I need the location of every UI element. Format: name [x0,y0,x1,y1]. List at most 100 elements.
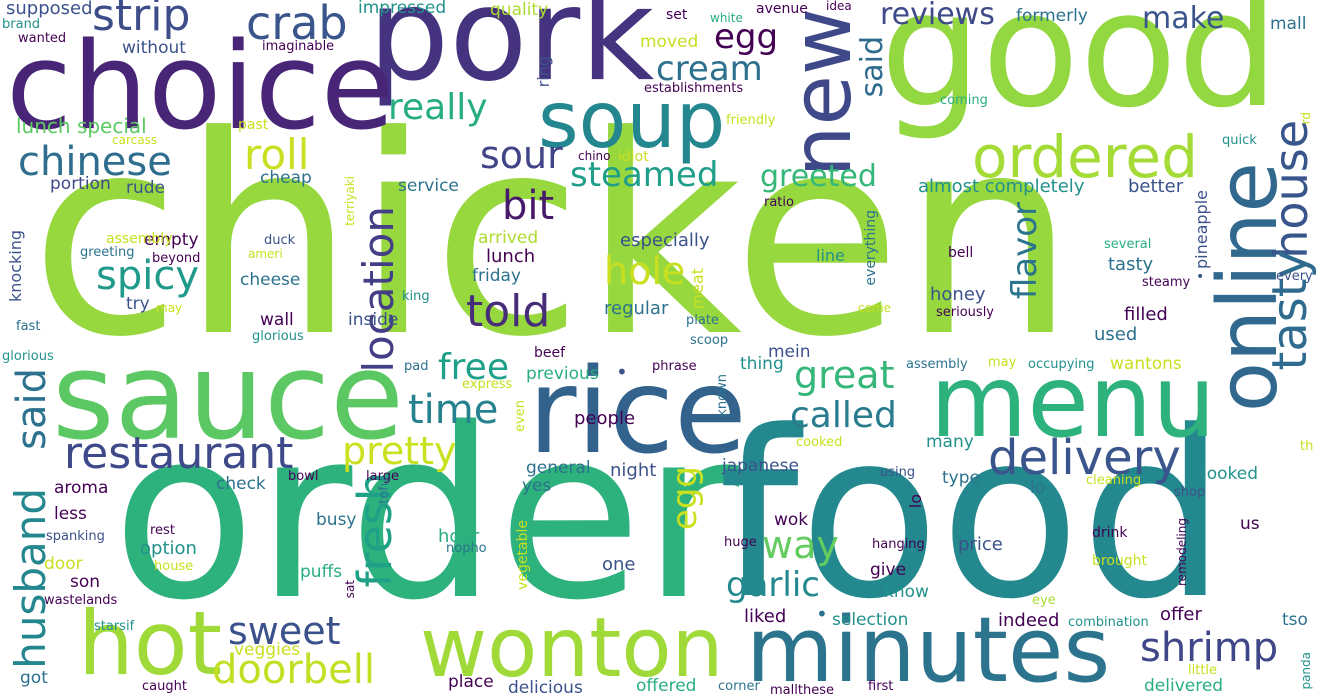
word-supposed: supposed [6,0,93,19]
word-little: little [1188,663,1218,678]
word-several: several [1104,237,1152,252]
word-previous: previous [526,364,599,384]
word-caught: caught [142,679,187,694]
word-steamed: steamed [570,155,719,195]
word-egg: egg [714,17,779,57]
word-honey: honey [930,284,986,305]
word-knocking: knocking [6,230,25,302]
word-brand: brand [2,17,41,32]
word-meat: meat [688,268,707,310]
word-everything: everything [863,210,879,286]
word-moved: moved [640,32,699,52]
word-hanging: hanging [872,537,925,552]
word-especially: especially [620,230,710,251]
word-friday: friday [472,266,521,286]
word-place: place [448,672,494,692]
word-delivery: delivery [988,430,1181,486]
word-used: used [1094,324,1138,345]
word-friendly: friendly [726,113,776,128]
word-chino: chino [578,149,611,163]
word-vegetable: vegetable [515,520,531,590]
word-corner: corner [718,679,760,694]
word-combination: combination [1068,615,1149,630]
word-th: th [1300,439,1314,454]
word-even: even [513,400,528,432]
word-lot: lo [906,494,925,509]
word-without: without [122,38,186,58]
word-coming: coming [940,93,988,108]
word-thing: thing [740,354,784,374]
word-shrimp: shrimp [1140,625,1279,671]
word-first: first [868,679,894,694]
word-free: free [438,347,509,388]
word-less: less [54,504,87,524]
word-said-right: said [855,36,890,98]
word-told: told [466,286,551,337]
word-terriyaki: terriyaki [343,176,357,226]
word-joints: glorious [252,329,304,344]
word-phrase: phrase [652,359,697,374]
word-bowl: bowl [288,469,319,484]
word-rest: rest [150,523,175,538]
word-location: location [354,206,403,373]
word-food: food [718,383,1227,650]
word-portion: portion [50,174,111,194]
dot-mark: • [816,602,828,626]
word-rice: rice [528,342,747,480]
word-rd: rd [1299,112,1313,125]
word-set: set [666,7,688,23]
word-hole: hole [604,249,686,293]
word-hot: hot [78,592,223,695]
word-empty: empty [144,230,199,250]
word-service: service [398,176,459,196]
word-delicious: delicious [508,678,583,698]
word-yes: yes [522,476,552,496]
word-good: good [880,0,1279,143]
word-ameri: ameri [248,247,283,261]
word-night: night [610,460,657,481]
word-beyond: beyond [152,251,201,266]
word-wonton: wonton [420,601,724,696]
word-pineapple: pineapple [1192,190,1211,269]
word-ring: ring [534,56,553,88]
word-spicy: spicy [96,253,200,299]
word-order: order [112,379,739,652]
word-hour: hour [438,526,480,547]
word-crab: crab [246,0,348,50]
word-huge: huge [724,535,757,550]
word-menu: menu [930,343,1216,460]
word-bit: bit [502,183,555,229]
word-panda: panda [1299,652,1313,690]
word-many: many [926,432,974,452]
word-liked: liked [744,606,787,627]
word-cleaning: cleaning [1086,473,1142,488]
word-greeting: greeting [80,245,135,260]
word-arrived: arrived [478,228,539,248]
dot-mark: • [616,360,628,384]
word-called: called [790,395,897,436]
word-imaginable: imaginable [262,39,335,54]
word-time: time [408,387,499,433]
word-check: check [216,474,266,494]
word-seriously: seriously [936,305,994,320]
word-husband: husband [6,488,55,669]
word-wanted: wanted [18,31,67,46]
word-sweet: sweet [228,609,341,653]
word-veggies: veggies [234,640,301,660]
word-chicken: chicken [30,77,1077,397]
word-idea: white [710,11,743,25]
word-inside: inside [348,310,399,330]
word-brought: brought [1092,553,1148,569]
word-strip: strip [92,0,191,41]
word-eye: eye [1032,593,1056,608]
word-past: past [238,117,269,133]
word-duck: duck [264,233,296,248]
word-minutes: minutes [746,598,1111,700]
word-let: assembly [106,231,173,247]
word-line: line [816,246,845,265]
word-give: give [870,560,907,580]
word-aroma: aroma [54,478,109,498]
word-fast: fast [16,319,41,334]
word-starsif: starsif [94,619,135,634]
word-sat: sat [343,580,357,599]
